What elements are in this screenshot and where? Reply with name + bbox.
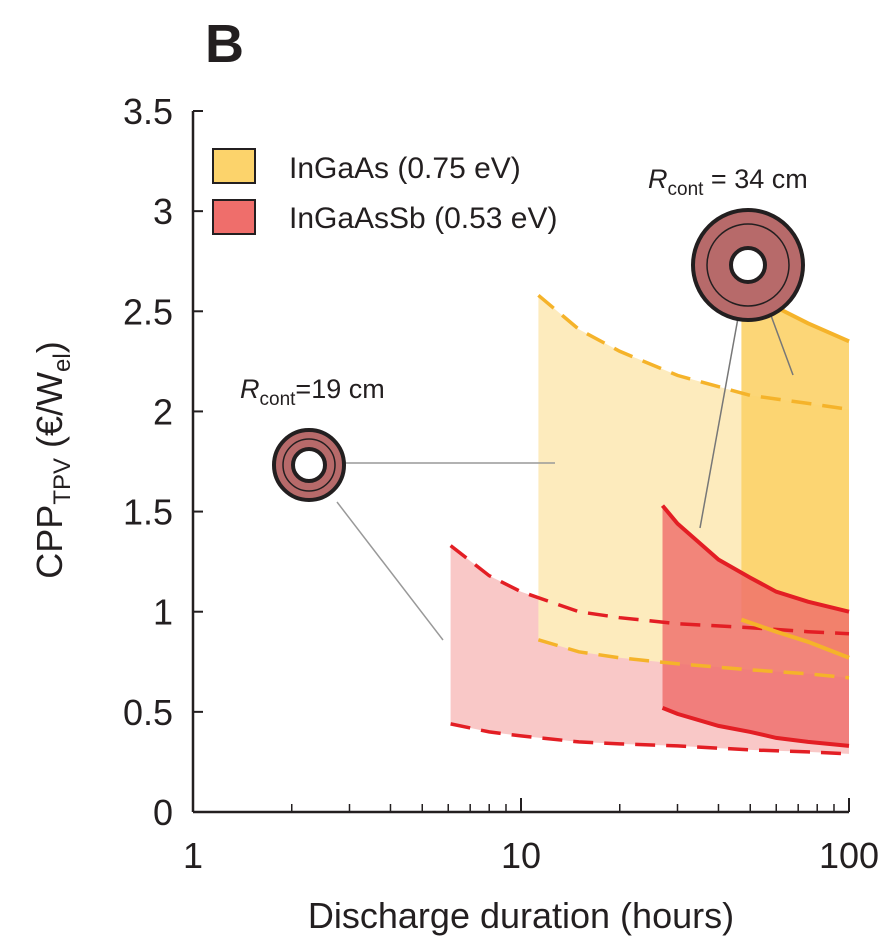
container-small-inner-ring-icon	[282, 438, 336, 492]
annotation-rcont-19: Rcont=19 cm	[240, 374, 385, 410]
ann-34-sub: cont	[668, 179, 705, 200]
y-label-main: CPP	[29, 505, 70, 579]
ann-19-sub: cont	[260, 389, 297, 410]
y-label-unit-sub: el	[49, 353, 76, 372]
annotation-rcont-34: Rcont = 34 cm	[648, 164, 808, 200]
y-label-sub: TPV	[49, 458, 76, 505]
line-upper-ingaassb-small	[449, 544, 850, 636]
ann-34-symbol: R	[648, 164, 668, 194]
legend-swatch-ingaas	[212, 148, 256, 184]
series-lines	[449, 285, 850, 756]
legend: InGaAs (0.75 eV) InGaAsSb (0.53 eV)	[212, 148, 557, 235]
x-tick-label: 100	[819, 835, 879, 876]
container-large-inner-ring-icon	[706, 223, 790, 307]
ann-19-text: =19 cm	[295, 374, 384, 404]
y-tick-label: 0.5	[123, 692, 173, 733]
legend-label-ingaassb: InGaAsSb (0.53 eV)	[289, 202, 557, 235]
line-lower-ingaas-small	[537, 638, 850, 680]
line-upper-ingaas-small	[537, 293, 850, 412]
x-tick-label: 10	[501, 835, 541, 876]
y-tick-label: 3	[153, 191, 173, 232]
ann-34-text: = 34 cm	[703, 164, 807, 194]
axes: 0 0.5 1 1.5 2 2.5 3 3.5 1 10 100	[123, 91, 879, 876]
line-lower-ingaas-large	[740, 617, 850, 660]
y-tick-label: 0	[153, 792, 173, 833]
container-annotation-small: Rcont=19 cm	[240, 374, 555, 641]
ann-19-symbol: R	[240, 374, 260, 404]
container-annotation-large: Rcont = 34 cm	[648, 164, 808, 529]
container-large-core-icon	[729, 246, 767, 284]
panel-label: B	[205, 14, 244, 74]
y-label-unit-open: (€/W	[29, 372, 70, 458]
container-small-core-icon	[291, 447, 327, 483]
x-axis-label: Discharge duration (hours)	[308, 895, 734, 936]
line-upper-ingaassb-large	[660, 504, 850, 614]
y-label-unit-close: )	[29, 341, 70, 353]
y-tick-label: 2	[153, 391, 173, 432]
legend-swatch-ingaassb	[212, 199, 256, 235]
y-tick-label: 3.5	[123, 91, 173, 132]
y-tick-label: 1.5	[123, 492, 173, 533]
line-lower-ingaassb-large	[661, 706, 850, 748]
leader-line-large-ingaassb	[699, 317, 739, 529]
x-tick-label: 1	[183, 835, 203, 876]
band-ingaas-large	[741, 287, 849, 658]
leader-line-small-ingaassb	[336, 501, 444, 641]
y-axis-label: CPPTPV (€/Wel)	[29, 341, 76, 578]
y-tick-label: 1	[153, 592, 173, 633]
legend-label-ingaas: InGaAs (0.75 eV)	[289, 152, 521, 185]
line-lower-ingaassb-small	[450, 722, 850, 756]
y-tick-label: 2.5	[123, 291, 173, 332]
shaded-bands	[450, 287, 849, 754]
